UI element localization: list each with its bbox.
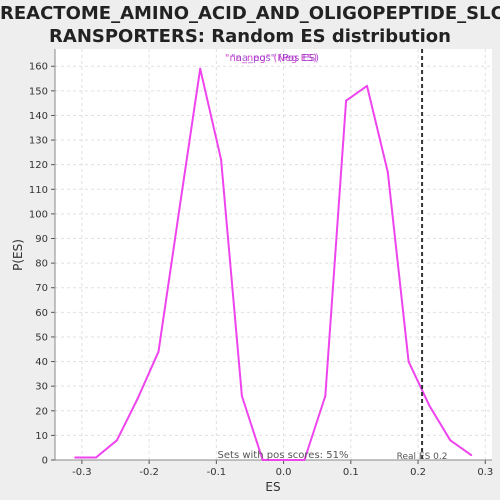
y-tick-label: 160 bbox=[29, 62, 48, 73]
data-point bbox=[74, 456, 77, 459]
data-point bbox=[136, 397, 139, 400]
data-point bbox=[303, 459, 306, 461]
data-point bbox=[220, 158, 223, 161]
chart-title-line-2: RANSPORTERS: Random ES distribution bbox=[49, 26, 451, 47]
es-distribution-line bbox=[75, 67, 472, 461]
data-point bbox=[199, 67, 202, 70]
series-layer bbox=[74, 67, 473, 461]
data-point bbox=[115, 439, 118, 442]
y-tick-label: 60 bbox=[35, 308, 48, 319]
legend-entry-na-neg: "na_neg" (Neg ES) bbox=[225, 53, 317, 64]
axes: 0 10 20 30 40 50 60 70 80 90 100 110 120 130 140 150 160… bbox=[29, 49, 493, 478]
data-point bbox=[366, 84, 368, 87]
data-point bbox=[240, 395, 243, 397]
data-point bbox=[261, 459, 264, 461]
data-point bbox=[157, 350, 160, 353]
data-point bbox=[407, 360, 410, 363]
y-axis-label: P(ES) bbox=[11, 239, 25, 271]
real-es-label: Real ES 0.2 bbox=[397, 452, 448, 462]
x-tick-label: 0.1 bbox=[343, 467, 359, 478]
y-tick-label: 110 bbox=[29, 185, 48, 196]
y-tick-label: 0 bbox=[42, 456, 48, 467]
data-point bbox=[95, 456, 97, 459]
y-tick-label: 150 bbox=[29, 86, 48, 97]
chart-title-line-1: REACTOME_AMINO_ACID_AND_OLIGOPEPTIDE_SLC… bbox=[0, 3, 500, 24]
y-tick-label: 90 bbox=[35, 234, 48, 245]
y-tick-label: 80 bbox=[35, 259, 48, 270]
x-tick-label: -0.1 bbox=[207, 467, 227, 478]
x-tick-label: -0.2 bbox=[139, 467, 159, 478]
y-tick-label: 130 bbox=[29, 136, 48, 147]
data-point bbox=[324, 395, 327, 397]
data-point bbox=[282, 459, 285, 461]
y-tick-label: 140 bbox=[29, 111, 48, 122]
y-tick-label: 10 bbox=[35, 431, 48, 442]
y-tick-label: 50 bbox=[35, 332, 48, 343]
chart-title: REACTOME_AMINO_ACID_AND_OLIGOPEPTIDE_SLC… bbox=[0, 2, 500, 48]
x-tick-label: 0.0 bbox=[276, 467, 292, 478]
y-tick-label: 40 bbox=[35, 357, 48, 368]
x-tick-label: 0.2 bbox=[410, 467, 426, 478]
grid-lines bbox=[55, 49, 492, 461]
y-tick-label: 120 bbox=[29, 160, 48, 171]
x-tick-label: -0.3 bbox=[72, 467, 92, 478]
x-tick-label: 0.3 bbox=[477, 467, 493, 478]
data-point bbox=[386, 171, 389, 174]
plot-area bbox=[55, 49, 492, 460]
pos-scores-annotation: Sets with pos scores: 51% bbox=[218, 450, 349, 461]
y-tick-label: 100 bbox=[29, 209, 48, 220]
y-tick-label: 30 bbox=[35, 382, 48, 393]
y-tick-label: 70 bbox=[35, 283, 48, 294]
data-point bbox=[178, 208, 181, 210]
data-point bbox=[449, 439, 452, 442]
data-point bbox=[428, 404, 431, 407]
data-point bbox=[470, 454, 473, 457]
legend-entry-na-pos: "na_pos" (Pos ES) bbox=[231, 53, 319, 64]
y-tick-label: 20 bbox=[35, 406, 48, 417]
data-point bbox=[345, 99, 348, 102]
x-axis-label: ES bbox=[265, 480, 280, 494]
legend: "na_neg" (Neg ES) "na_pos" (Pos ES) bbox=[225, 53, 319, 64]
